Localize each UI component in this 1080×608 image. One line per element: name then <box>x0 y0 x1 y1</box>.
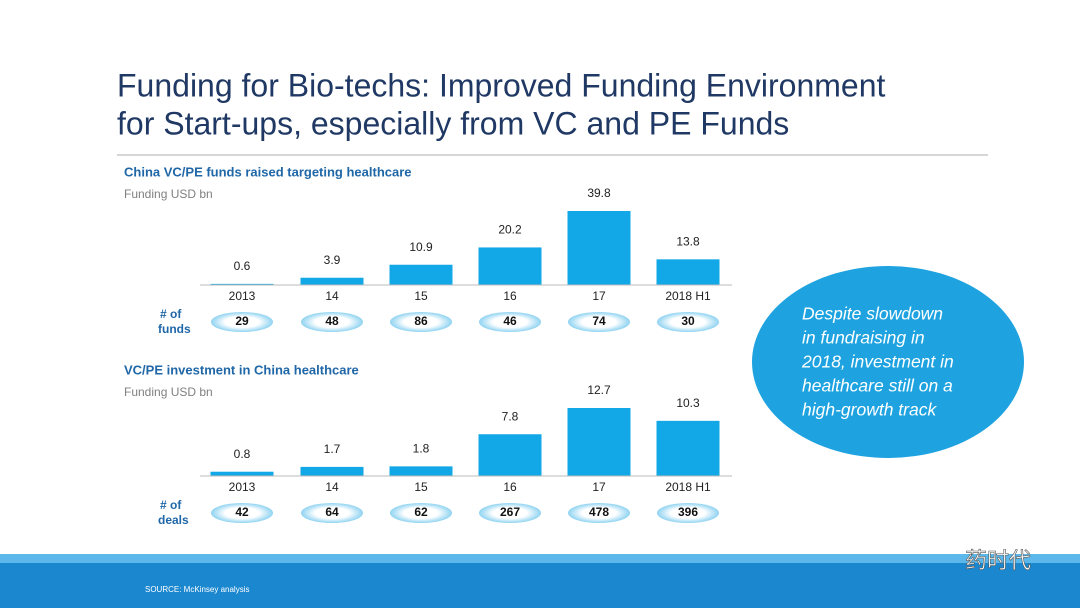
x-tick-label: 16 <box>503 289 517 303</box>
count-pill <box>657 503 719 523</box>
x-tick-label: 2018 H1 <box>665 480 711 494</box>
count-pill <box>479 503 541 523</box>
x-tick-label: 14 <box>325 289 339 303</box>
value-label: 3.9 <box>324 253 341 267</box>
value-label: 20.2 <box>498 223 522 237</box>
count-label: funds <box>158 322 191 336</box>
count-value: 478 <box>589 505 609 519</box>
x-tick-label: 2013 <box>229 289 256 303</box>
bar <box>389 466 453 476</box>
callout-line: high-growth track <box>802 400 937 420</box>
bar <box>478 434 542 476</box>
bar <box>567 408 631 476</box>
count-value: 62 <box>414 505 428 519</box>
callout-line: in fundraising in <box>802 328 925 348</box>
count-pill <box>390 503 452 523</box>
count-value: 74 <box>592 314 606 328</box>
count-value: 42 <box>235 505 249 519</box>
x-tick-label: 17 <box>592 480 606 494</box>
bar <box>656 259 720 285</box>
bar <box>478 247 542 285</box>
x-tick-label: 2013 <box>229 480 256 494</box>
count-pill <box>568 503 630 523</box>
value-label: 39.8 <box>587 186 611 200</box>
count-pill <box>657 312 719 332</box>
callout-line: Despite slowdown <box>802 304 943 324</box>
count-pill <box>211 503 273 523</box>
count-value: 396 <box>678 505 698 519</box>
x-tick-label: 15 <box>414 480 428 494</box>
count-value: 86 <box>414 314 428 328</box>
count-value: 64 <box>325 505 339 519</box>
bar <box>389 264 453 285</box>
count-value: 30 <box>681 314 695 328</box>
count-label: deals <box>158 513 189 527</box>
callout-bubble <box>752 266 1024 458</box>
value-label: 12.7 <box>587 383 611 397</box>
count-value: 46 <box>503 314 517 328</box>
callout-line: 2018, investment in <box>801 352 954 372</box>
bar <box>656 420 720 476</box>
value-label: 10.9 <box>409 240 433 254</box>
value-label: 7.8 <box>502 409 519 423</box>
footer-band <box>0 563 1080 608</box>
x-tick-label: 15 <box>414 289 428 303</box>
value-label: 1.7 <box>324 442 341 456</box>
bar <box>300 466 364 476</box>
chart-title: VC/PE investment in China healthcare <box>124 362 359 377</box>
x-tick-label: 16 <box>503 480 517 494</box>
count-pill <box>211 312 273 332</box>
bar <box>210 283 274 285</box>
count-label: # of <box>160 307 182 321</box>
count-pill <box>479 312 541 332</box>
watermark: 药时代 <box>965 548 1031 573</box>
callout: Despite slowdown in fundraising in 2018, i… <box>801 304 954 420</box>
callout-line: healthcare still on a <box>802 376 953 396</box>
bar <box>567 211 631 285</box>
value-label: 0.6 <box>234 259 251 273</box>
count-pill <box>390 312 452 332</box>
value-label: 10.3 <box>676 396 700 410</box>
y-axis-label: Funding USD bn <box>124 187 213 201</box>
value-label: 13.8 <box>676 235 700 249</box>
bar <box>210 471 274 476</box>
count-value: 48 <box>325 314 339 328</box>
count-value: 267 <box>500 505 520 519</box>
count-pill <box>568 312 630 332</box>
value-label: 1.8 <box>413 442 430 456</box>
count-value: 29 <box>235 314 249 328</box>
value-label: 0.8 <box>234 447 251 461</box>
x-tick-label: 2018 H1 <box>665 289 711 303</box>
chart-title: China VC/PE funds raised targeting healt… <box>124 164 412 179</box>
slide-title: for Start-ups, especially from VC and PE… <box>117 105 789 141</box>
footer-strip <box>0 554 1080 564</box>
y-axis-label: Funding USD bn <box>124 385 213 399</box>
count-pill <box>301 312 363 332</box>
count-label: # of <box>160 498 182 512</box>
x-tick-label: 17 <box>592 289 606 303</box>
x-tick-label: 14 <box>325 480 339 494</box>
slide-title: Funding for Bio-techs: Improved Funding … <box>117 67 886 103</box>
source: SOURCE: McKinsey analysis <box>145 585 249 594</box>
bar <box>300 277 364 285</box>
count-pill <box>301 503 363 523</box>
